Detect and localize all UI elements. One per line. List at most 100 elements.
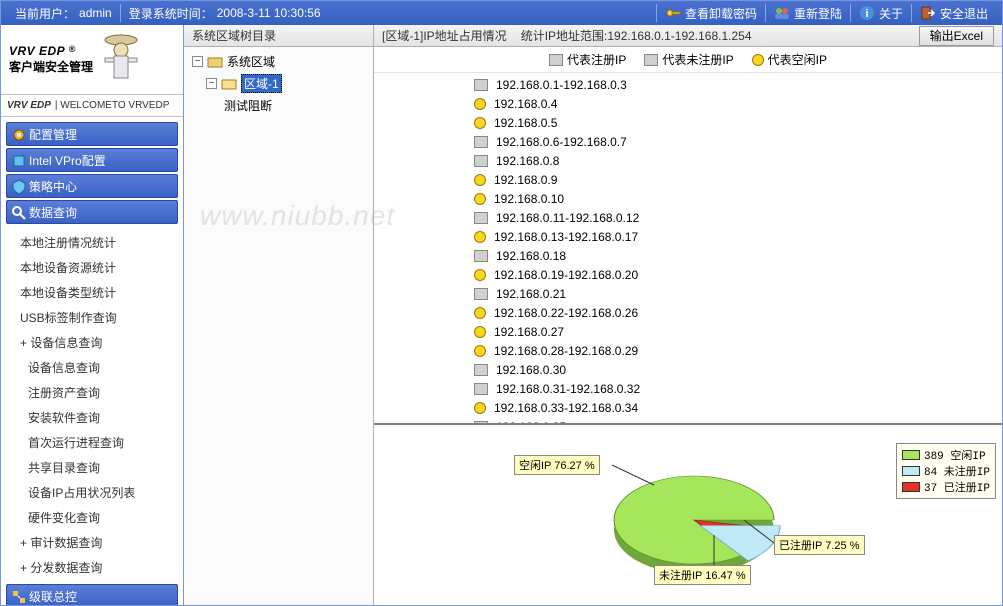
sidebar: VRV EDP ® 客户端安全管理 VRV EDP | WELCOMETO VR… (1, 25, 184, 605)
welcome-bar: VRV EDP | WELCOMETO VRVEDP (1, 95, 183, 117)
callout-idle: 空闲IP 76.27 % (514, 455, 600, 475)
cube-icon (474, 250, 488, 262)
ip-row[interactable]: 192.168.0.13-192.168.0.17 (474, 227, 1002, 246)
legend-reg-label: 代表注册IP (567, 51, 626, 68)
relogin-button[interactable]: 重新登陆 (766, 5, 850, 22)
logo-row: VRV EDP ® 客户端安全管理 (1, 25, 183, 95)
ip-row[interactable]: 192.168.0.1-192.168.0.3 (474, 75, 1002, 94)
nav-sub-link[interactable]: 首次运行进程查询 (6, 430, 178, 455)
ip-row[interactable]: 192.168.0.33-192.168.0.34 (474, 398, 1002, 417)
nav: 配置管理 Intel VPro配置 策略中心 数据查询 本地注册情况统计本地设备… (1, 117, 183, 605)
nav-sub-link[interactable]: 硬件变化查询 (6, 505, 178, 530)
view-password-label: 查看卸载密码 (685, 5, 757, 22)
ip-text: 192.168.0.33-192.168.0.34 (494, 401, 638, 415)
pie-legend-idle-label: 389 空闲IP (924, 447, 986, 463)
ip-text: 192.168.0.27 (494, 325, 564, 339)
reg-mark: ® (69, 44, 76, 54)
dot-icon (474, 193, 486, 205)
right-header: [区域-1]IP地址占用情况 统计IP地址范围:192.168.0.1-192.… (374, 25, 1002, 47)
nav-query[interactable]: 数据查询 (6, 200, 178, 224)
dot-icon (474, 345, 486, 357)
folder-open-icon (221, 76, 237, 92)
nav-sub-link[interactable]: 本地设备类型统计 (6, 280, 178, 305)
chip-icon (11, 153, 27, 169)
nav-sub-link[interactable]: 共享目录查询 (6, 455, 178, 480)
ip-row[interactable]: 192.168.0.18 (474, 246, 1002, 265)
ip-row[interactable]: 192.168.0.8 (474, 151, 1002, 170)
ip-text: 192.168.0.22-192.168.0.26 (494, 306, 638, 320)
cube-icon (474, 364, 488, 376)
ip-row[interactable]: 192.168.0.9 (474, 170, 1002, 189)
login-label: 登录系统时间： (129, 5, 213, 22)
nav-sub-link[interactable]: USB标签制作查询 (6, 305, 178, 330)
export-excel-button[interactable]: 输出Excel (919, 26, 994, 46)
cube-icon (474, 155, 488, 167)
nav-config[interactable]: 配置管理 (6, 122, 178, 146)
nav-sub-link[interactable]: + 分发数据查询 (6, 555, 178, 580)
nav-sub-link[interactable]: 安装软件查询 (6, 405, 178, 430)
relogin-label: 重新登陆 (794, 5, 842, 22)
ip-row[interactable]: 192.168.0.11-192.168.0.12 (474, 208, 1002, 227)
tree-root[interactable]: − 系统区域 (188, 51, 369, 72)
tree-test-block[interactable]: 测试阻断 (188, 95, 369, 116)
nav-sub-link[interactable]: 本地注册情况统计 (6, 230, 178, 255)
ip-row[interactable]: 192.168.0.21 (474, 284, 1002, 303)
ip-row[interactable]: 192.168.0.31-192.168.0.32 (474, 379, 1002, 398)
nav-sub-link[interactable]: + 审计数据查询 (6, 530, 178, 555)
tree-zone-1[interactable]: − 区域-1 (188, 72, 369, 95)
chart-pane: 空闲IP 76.27 % 已注册IP 7.25 % 未注册IP 16.47 % … (374, 425, 1002, 605)
ip-text: 192.168.0.21 (496, 287, 566, 301)
dot-icon (474, 402, 486, 414)
nav-sub-link[interactable]: 注册资产查询 (6, 380, 178, 405)
nav-sub-link[interactable]: 设备IP占用状况列表 (6, 480, 178, 505)
tree-zone-label: 区域-1 (241, 74, 282, 93)
nav-sub-link[interactable]: 本地设备资源统计 (6, 255, 178, 280)
brand-sub: 客户端安全管理 (9, 58, 93, 75)
tree-toggle-icon[interactable]: − (192, 56, 203, 67)
legend-reg: 代表注册IP (549, 51, 626, 68)
dot-icon (474, 307, 486, 319)
tree-root-label: 系统区域 (227, 53, 275, 70)
ip-text: 192.168.0.28-192.168.0.29 (494, 344, 638, 358)
legend-row: 代表注册IP 代表未注册IP 代表空闲IP (374, 47, 1002, 73)
ip-list[interactable]: 192.168.0.1-192.168.0.3192.168.0.4192.16… (374, 73, 1002, 425)
ip-row[interactable]: 192.168.0.28-192.168.0.29 (474, 341, 1002, 360)
nav-policy[interactable]: 策略中心 (6, 174, 178, 198)
ip-row[interactable]: 192.168.0.6-192.168.0.7 (474, 132, 1002, 151)
exit-button[interactable]: 安全退出 (912, 5, 996, 22)
view-password-button[interactable]: 查看卸载密码 (657, 5, 765, 22)
welcome-text: | WELCOMETO VRVEDP (55, 100, 169, 111)
cube-icon (474, 383, 488, 395)
nav-query-sub: 本地注册情况统计本地设备资源统计本地设备类型统计USB标签制作查询+ 设备信息查… (6, 226, 178, 584)
ip-text: 192.168.0.30 (496, 363, 566, 377)
shield-icon (11, 179, 27, 195)
nav-vpro[interactable]: Intel VPro配置 (6, 148, 178, 172)
ip-row[interactable]: 192.168.0.19-192.168.0.20 (474, 265, 1002, 284)
ip-row[interactable]: 192.168.0.35 (474, 417, 1002, 425)
ip-text: 192.168.0.9 (494, 173, 557, 187)
cube-icon (474, 136, 488, 148)
tree-toggle-icon[interactable]: − (206, 78, 217, 89)
cube-icon (474, 288, 488, 300)
ip-row[interactable]: 192.168.0.22-192.168.0.26 (474, 303, 1002, 322)
nav-policy-label: 策略中心 (29, 178, 77, 195)
legend-idle-label: 代表空闲IP (768, 51, 827, 68)
dot-icon (474, 117, 486, 129)
ip-row[interactable]: 192.168.0.10 (474, 189, 1002, 208)
nav-link-control[interactable]: 级联总控 (6, 584, 178, 605)
dot-icon (474, 174, 486, 186)
ip-row[interactable]: 192.168.0.5 (474, 113, 1002, 132)
ip-row[interactable]: 192.168.0.27 (474, 322, 1002, 341)
tree-pane: 系统区域树目录 − 系统区域 − 区域-1 测试阻断 (184, 25, 374, 605)
content: 系统区域树目录 − 系统区域 − 区域-1 测试阻断 (184, 25, 1002, 605)
nav-sub-link[interactable]: 设备信息查询 (6, 355, 178, 380)
legend-idle: 代表空闲IP (752, 51, 827, 68)
ip-text: 192.168.0.10 (494, 192, 564, 206)
app-root: 当前用户： admin 登录系统时间： 2008-3-11 10:30:56 查… (0, 0, 1003, 606)
about-button[interactable]: i 关于 (851, 5, 911, 22)
logo-text-block: VRV EDP ® 客户端安全管理 (9, 44, 93, 75)
ip-row[interactable]: 192.168.0.4 (474, 94, 1002, 113)
nav-sub-link[interactable]: + 设备信息查询 (6, 330, 178, 355)
ip-row[interactable]: 192.168.0.30 (474, 360, 1002, 379)
svg-text:i: i (865, 8, 868, 20)
